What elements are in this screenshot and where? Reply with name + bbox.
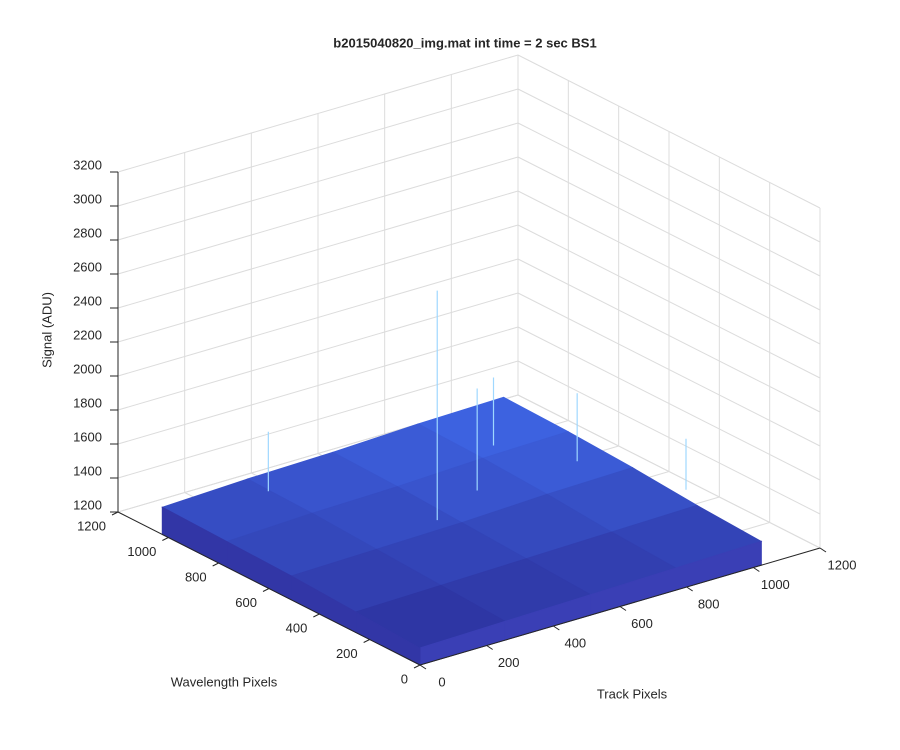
z-tick-label: 1800 [73, 395, 102, 410]
z-tick-label: 2000 [73, 361, 102, 376]
z-tick-label: 1600 [73, 429, 102, 444]
x-tick-label: 400 [564, 635, 586, 650]
grid-line [117, 122, 519, 241]
x-tick [419, 664, 427, 670]
z-tick-label: 1200 [73, 497, 102, 512]
y-tick-label: 600 [235, 595, 257, 610]
x-tick-label: 800 [698, 596, 720, 611]
grid-line [117, 54, 519, 173]
x-tick-label: 0 [438, 674, 445, 689]
x-tick-label: 1200 [828, 557, 857, 572]
grid-line [517, 88, 821, 243]
x-tick [819, 547, 827, 553]
y-tick-label: 800 [185, 569, 207, 584]
y-tick-label: 200 [336, 646, 358, 661]
grid-line [517, 258, 821, 413]
grid-line [517, 54, 821, 209]
grid-line [117, 224, 519, 343]
grid-line [117, 88, 519, 207]
grid-line [517, 360, 821, 515]
chart-title: b2015040820_img.mat int time = 2 sec BS1 [333, 35, 596, 50]
grid-line [517, 122, 821, 277]
y-tick-label: 400 [286, 620, 308, 635]
grid-line [517, 326, 821, 481]
x-axis-label: Track Pixels [597, 686, 668, 701]
x-tick [619, 606, 627, 611]
y-tick-label: 1000 [127, 544, 156, 559]
y-tick-label: 1200 [77, 518, 106, 533]
z-tick-label: 2600 [73, 259, 102, 274]
x-tick [686, 586, 693, 592]
x-tick-label: 200 [498, 655, 520, 670]
grid-line [517, 394, 821, 549]
x-tick [486, 645, 493, 650]
z-axis-label: Signal (ADU) [39, 292, 54, 368]
z-tick-label: 3000 [73, 191, 102, 206]
grid-line [517, 292, 821, 447]
x-tick-label: 600 [631, 616, 653, 631]
grid-line [117, 326, 519, 445]
x-tick [553, 625, 560, 631]
z-tick-label: 2200 [73, 327, 102, 342]
y-axis-label: Wavelength Pixels [171, 674, 278, 689]
grid-line [117, 156, 519, 275]
y-tick [262, 588, 270, 592]
grid-line [517, 190, 821, 345]
z-tick-label: 2400 [73, 293, 102, 308]
x-tick-label: 1000 [761, 577, 790, 592]
grid-line [517, 156, 821, 311]
grid-line [117, 190, 519, 309]
y-tick [212, 562, 219, 567]
grid-line [117, 258, 519, 377]
z-tick-label: 3200 [73, 157, 102, 172]
y-tick [313, 613, 320, 618]
grid-line [117, 292, 519, 411]
grid-line [517, 224, 821, 379]
z-tick-label: 1400 [73, 463, 102, 478]
z-tick-label: 2800 [73, 225, 102, 240]
grid-line [117, 360, 519, 479]
y-tick [413, 664, 421, 669]
y-tick [162, 537, 169, 541]
y-tick-label: 0 [401, 671, 408, 686]
x-tick [753, 567, 760, 572]
y-tick [363, 639, 370, 643]
